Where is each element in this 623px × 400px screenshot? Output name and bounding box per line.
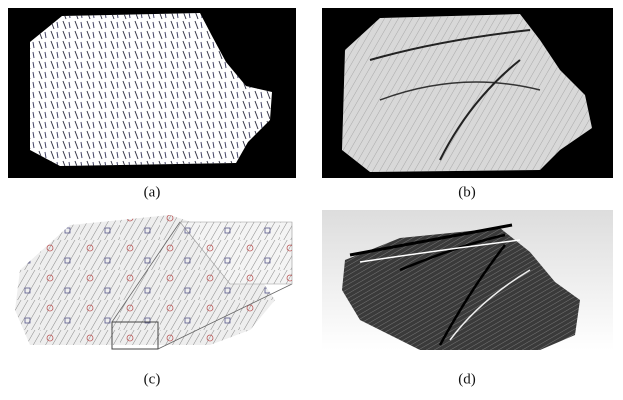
- panel-b: [322, 8, 613, 178]
- panel-d: [322, 210, 613, 350]
- caption: (a): [144, 184, 161, 200]
- caption: (b): [458, 184, 476, 200]
- panel-a: [8, 8, 296, 178]
- panel-c: [15, 215, 292, 349]
- caption: (d): [458, 371, 476, 387]
- caption: (c): [144, 371, 161, 387]
- figure: (a) (b) (c) (d): [0, 0, 623, 400]
